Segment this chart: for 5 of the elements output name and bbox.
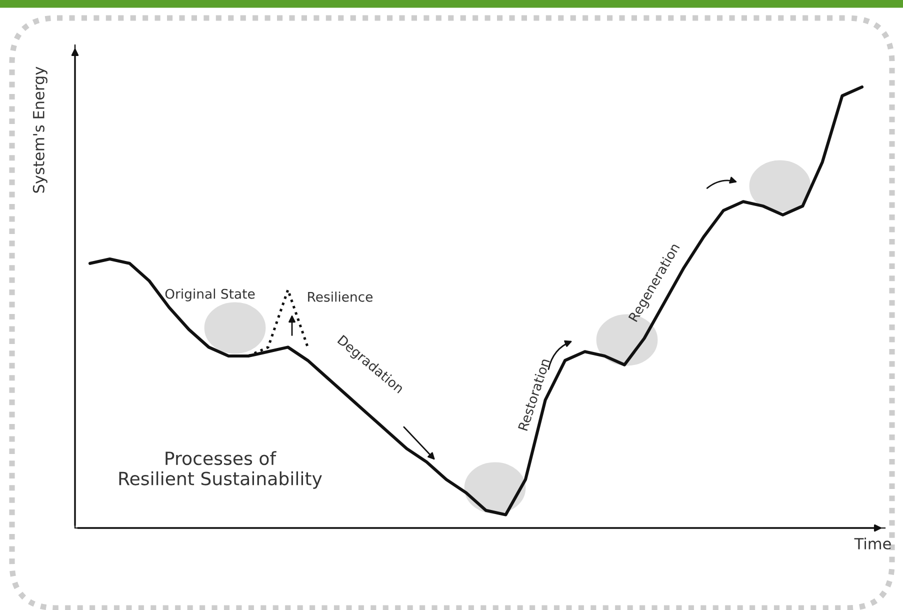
y-axis-title: System's Energy bbox=[32, 66, 48, 193]
annotation: Resilience bbox=[308, 292, 373, 302]
x-axis-title: Time bbox=[854, 538, 891, 550]
annotation: Processes of Resilient Sustainability bbox=[119, 451, 322, 489]
annotation: Original State bbox=[165, 288, 255, 302]
